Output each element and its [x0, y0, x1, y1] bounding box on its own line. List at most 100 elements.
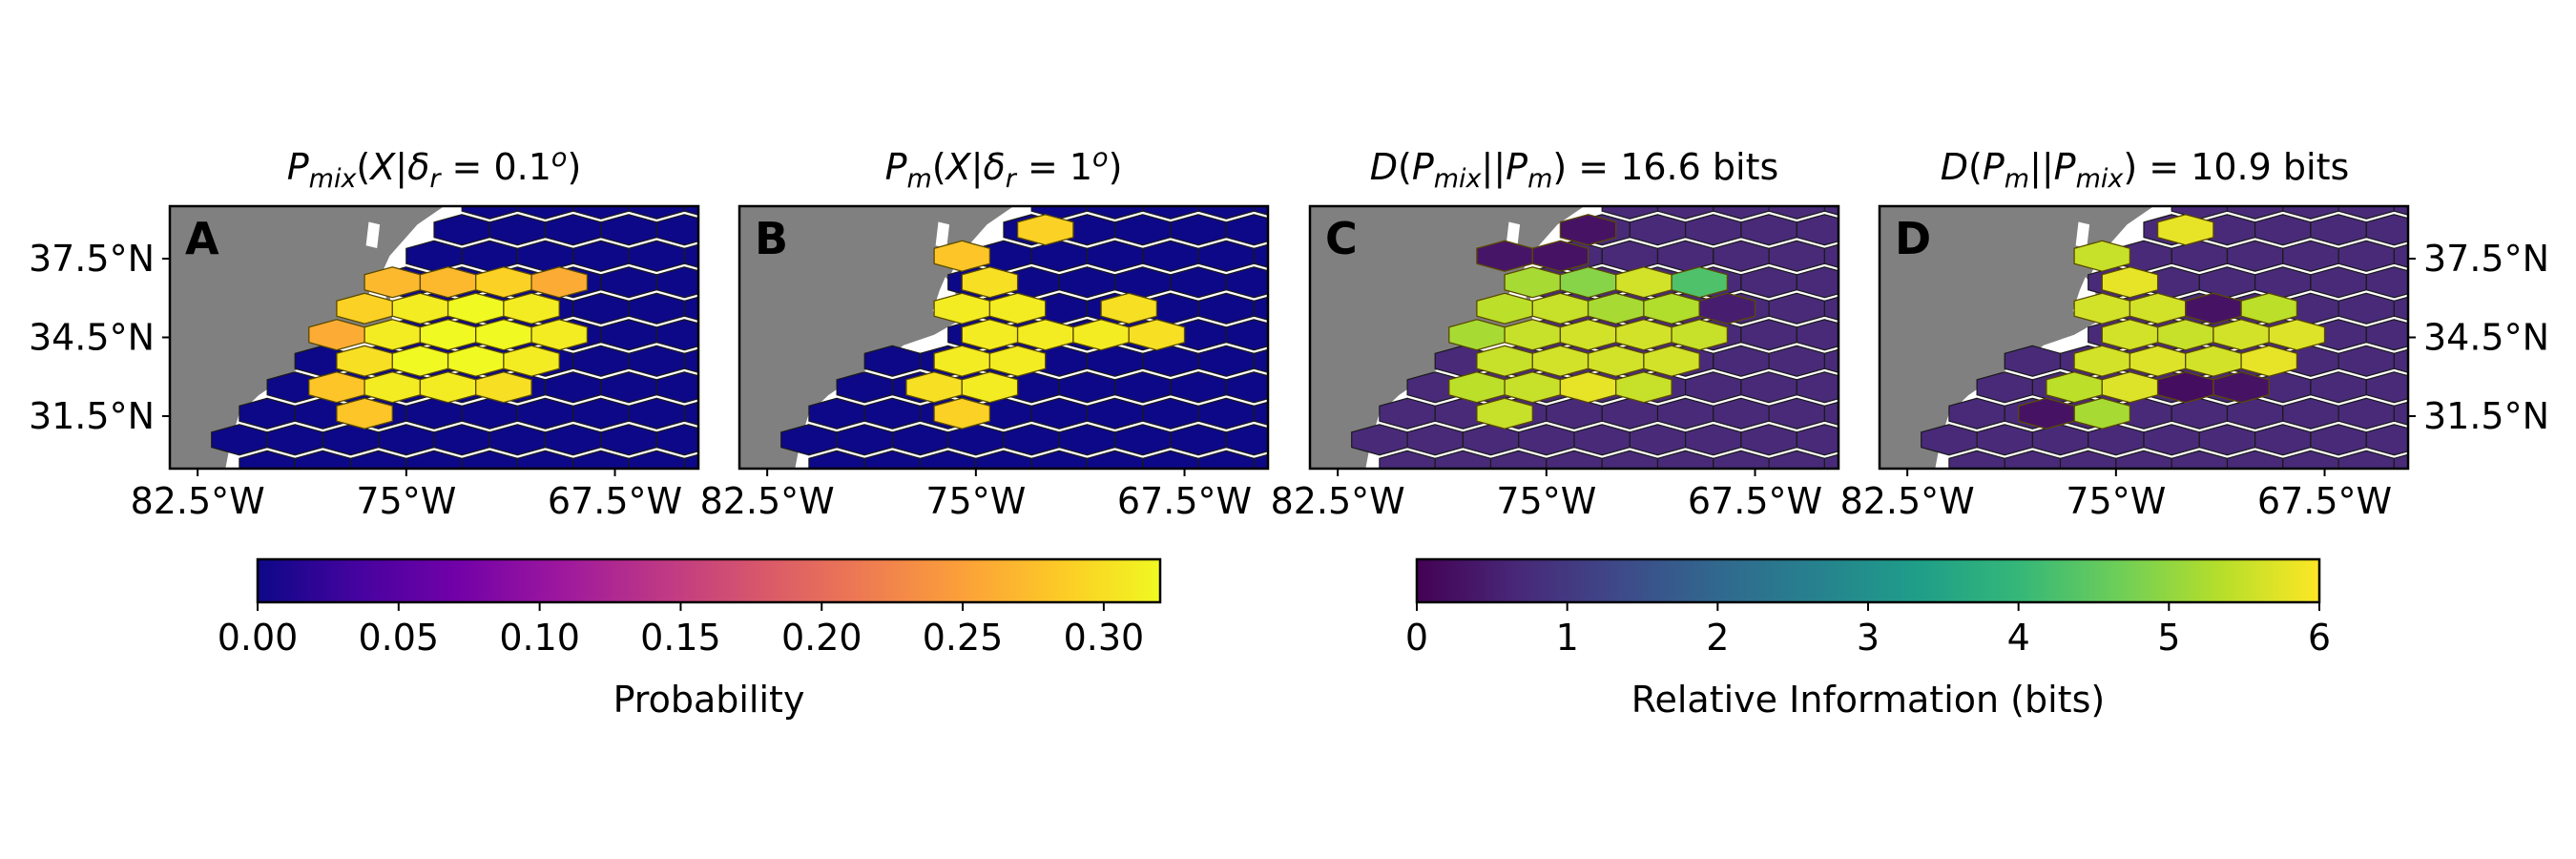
grid-cell	[1796, 266, 1839, 299]
grid-cell	[516, 206, 574, 220]
colorbar-tick-label: 0.10	[499, 617, 580, 659]
panel-frame	[1308, 204, 1840, 471]
relative-information-colorbar: 0 1 2 3 4 5 6 Relative Information (bits)	[1405, 557, 2331, 721]
y-tick-label: 31.5°N	[2423, 395, 2549, 437]
x-tick-label: 75°W	[925, 480, 1026, 522]
grid-cell	[1225, 424, 1268, 456]
x-tick-label: 75°W	[356, 480, 456, 522]
colorbar-tick-label: 0.20	[781, 617, 862, 659]
colorbar-tick-label: 0.05	[359, 617, 440, 659]
x-tick-label: 82.5°W	[700, 480, 835, 522]
data-cell	[2212, 371, 2270, 404]
colorbar-tick-label: 0.15	[640, 617, 721, 659]
data-cell	[933, 397, 991, 430]
grid-cell	[2226, 206, 2284, 220]
data-cell	[2268, 319, 2326, 351]
grid-cell	[1823, 453, 1839, 469]
grid-cell	[1823, 296, 1839, 321]
grid-cell	[628, 206, 686, 220]
data-cell	[1016, 214, 1074, 246]
data-cell	[1698, 292, 1756, 325]
grid-cell	[1086, 206, 1144, 220]
grid-cell	[1823, 243, 1839, 268]
map-panel-a: A 82.5°W 75°W 67.5°W 37.5°N 34.5°N 31.5°N	[29, 162, 712, 522]
y-tick-label: 34.5°N	[29, 317, 155, 359]
grid-cell	[683, 348, 698, 373]
probability-colorbar-ticks: 0.00 0.05 0.10 0.15 0.20 0.25 0.30	[218, 602, 1144, 659]
data-cell	[2101, 266, 2159, 299]
data-cell	[475, 371, 532, 404]
panel-letter: C	[1325, 213, 1358, 264]
grid-cell	[2365, 319, 2408, 351]
data-cell	[1671, 266, 1729, 299]
y-tick-label: 31.5°N	[29, 395, 155, 437]
grid-cell	[1823, 206, 1839, 216]
data-cell	[988, 345, 1047, 377]
map-panel-b: B 82.5°W 75°W 67.5°W	[700, 162, 1281, 522]
probability-colorbar-gradient	[256, 557, 1162, 604]
grid-cell	[2393, 206, 2408, 216]
data-cell	[2240, 345, 2298, 377]
data-cell	[1615, 371, 1672, 404]
grid-cell	[2393, 243, 2408, 268]
x-tick-label: 82.5°W	[1271, 480, 1405, 522]
grid-cell	[1823, 348, 1839, 373]
panel-title-d: D(Pm||Pmix) = 10.9 bits	[1941, 146, 2350, 194]
grid-cell	[683, 453, 698, 469]
grid-cell	[461, 206, 519, 220]
grid-cell	[1226, 162, 1281, 193]
probability-colorbar-label: Probability	[613, 679, 805, 721]
grid-cell	[655, 424, 698, 456]
grid-cell	[683, 401, 698, 426]
panel-title-b: Pm(X|δr = 1o)	[885, 143, 1123, 194]
data-cell	[503, 345, 560, 377]
panel-letter: D	[1895, 213, 1931, 264]
grid-cell	[2393, 296, 2408, 321]
data-cell	[1671, 319, 1729, 351]
x-tick-label: 67.5°W	[1688, 480, 1822, 522]
grid-cell	[2366, 162, 2421, 193]
colorbar-tick-label: 0.30	[1064, 617, 1145, 659]
colorbar-tick-label: 0.00	[218, 617, 299, 659]
grid-cell	[2365, 214, 2408, 246]
grid-cell	[1225, 266, 1268, 299]
grid-cell	[1225, 214, 1268, 246]
grid-cell	[2365, 266, 2408, 299]
grid-cell	[2365, 424, 2408, 456]
map-panel-c: C 82.5°W 75°W 67.5°W	[1271, 204, 1840, 522]
data-cell	[2240, 292, 2298, 325]
grid-cell	[1253, 401, 1268, 426]
grid-cell	[655, 214, 698, 246]
water-body	[2075, 221, 2090, 248]
grid-cell	[2393, 453, 2408, 469]
grid-cell	[683, 206, 698, 216]
land-mass	[1880, 206, 2154, 469]
grid-cell	[1796, 424, 1839, 456]
x-tick-label: 75°W	[1496, 480, 1596, 522]
grid-cell	[1656, 206, 1714, 220]
grid-cell	[1225, 371, 1268, 404]
colorbar-tick-label: 2	[1706, 617, 1729, 659]
x-tick-label: 82.5°W	[1840, 480, 1975, 522]
y-tick-label: 37.5°N	[29, 238, 155, 280]
data-cell	[1531, 240, 1589, 272]
grid-cell	[1225, 319, 1268, 351]
data-cell	[2018, 397, 2075, 430]
grid-cell	[1253, 206, 1268, 216]
grid-cell	[2365, 371, 2408, 404]
colorbar-tick-label: 3	[1857, 617, 1880, 659]
panel-letter: B	[755, 213, 788, 264]
grid-cell	[1142, 206, 1199, 220]
panel-letter: A	[185, 213, 219, 264]
land-mass	[739, 206, 1014, 469]
grid-cell	[655, 266, 698, 299]
x-tick-label: 75°W	[2066, 480, 2166, 522]
grid-cell	[655, 319, 698, 351]
data-cell	[933, 240, 991, 272]
grid-cell	[656, 162, 712, 193]
x-tick-label: 82.5°W	[131, 480, 265, 522]
data-cell	[1643, 345, 1700, 377]
grid-cell	[1601, 206, 1659, 220]
data-cell	[961, 371, 1019, 404]
